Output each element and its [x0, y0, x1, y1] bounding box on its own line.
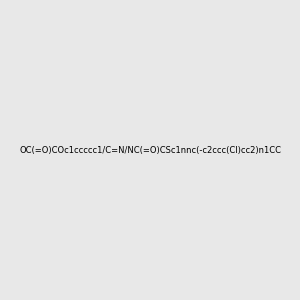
Text: OC(=O)COc1ccccc1/C=N/NC(=O)CSc1nnc(-c2ccc(Cl)cc2)n1CC: OC(=O)COc1ccccc1/C=N/NC(=O)CSc1nnc(-c2cc…: [19, 146, 281, 154]
